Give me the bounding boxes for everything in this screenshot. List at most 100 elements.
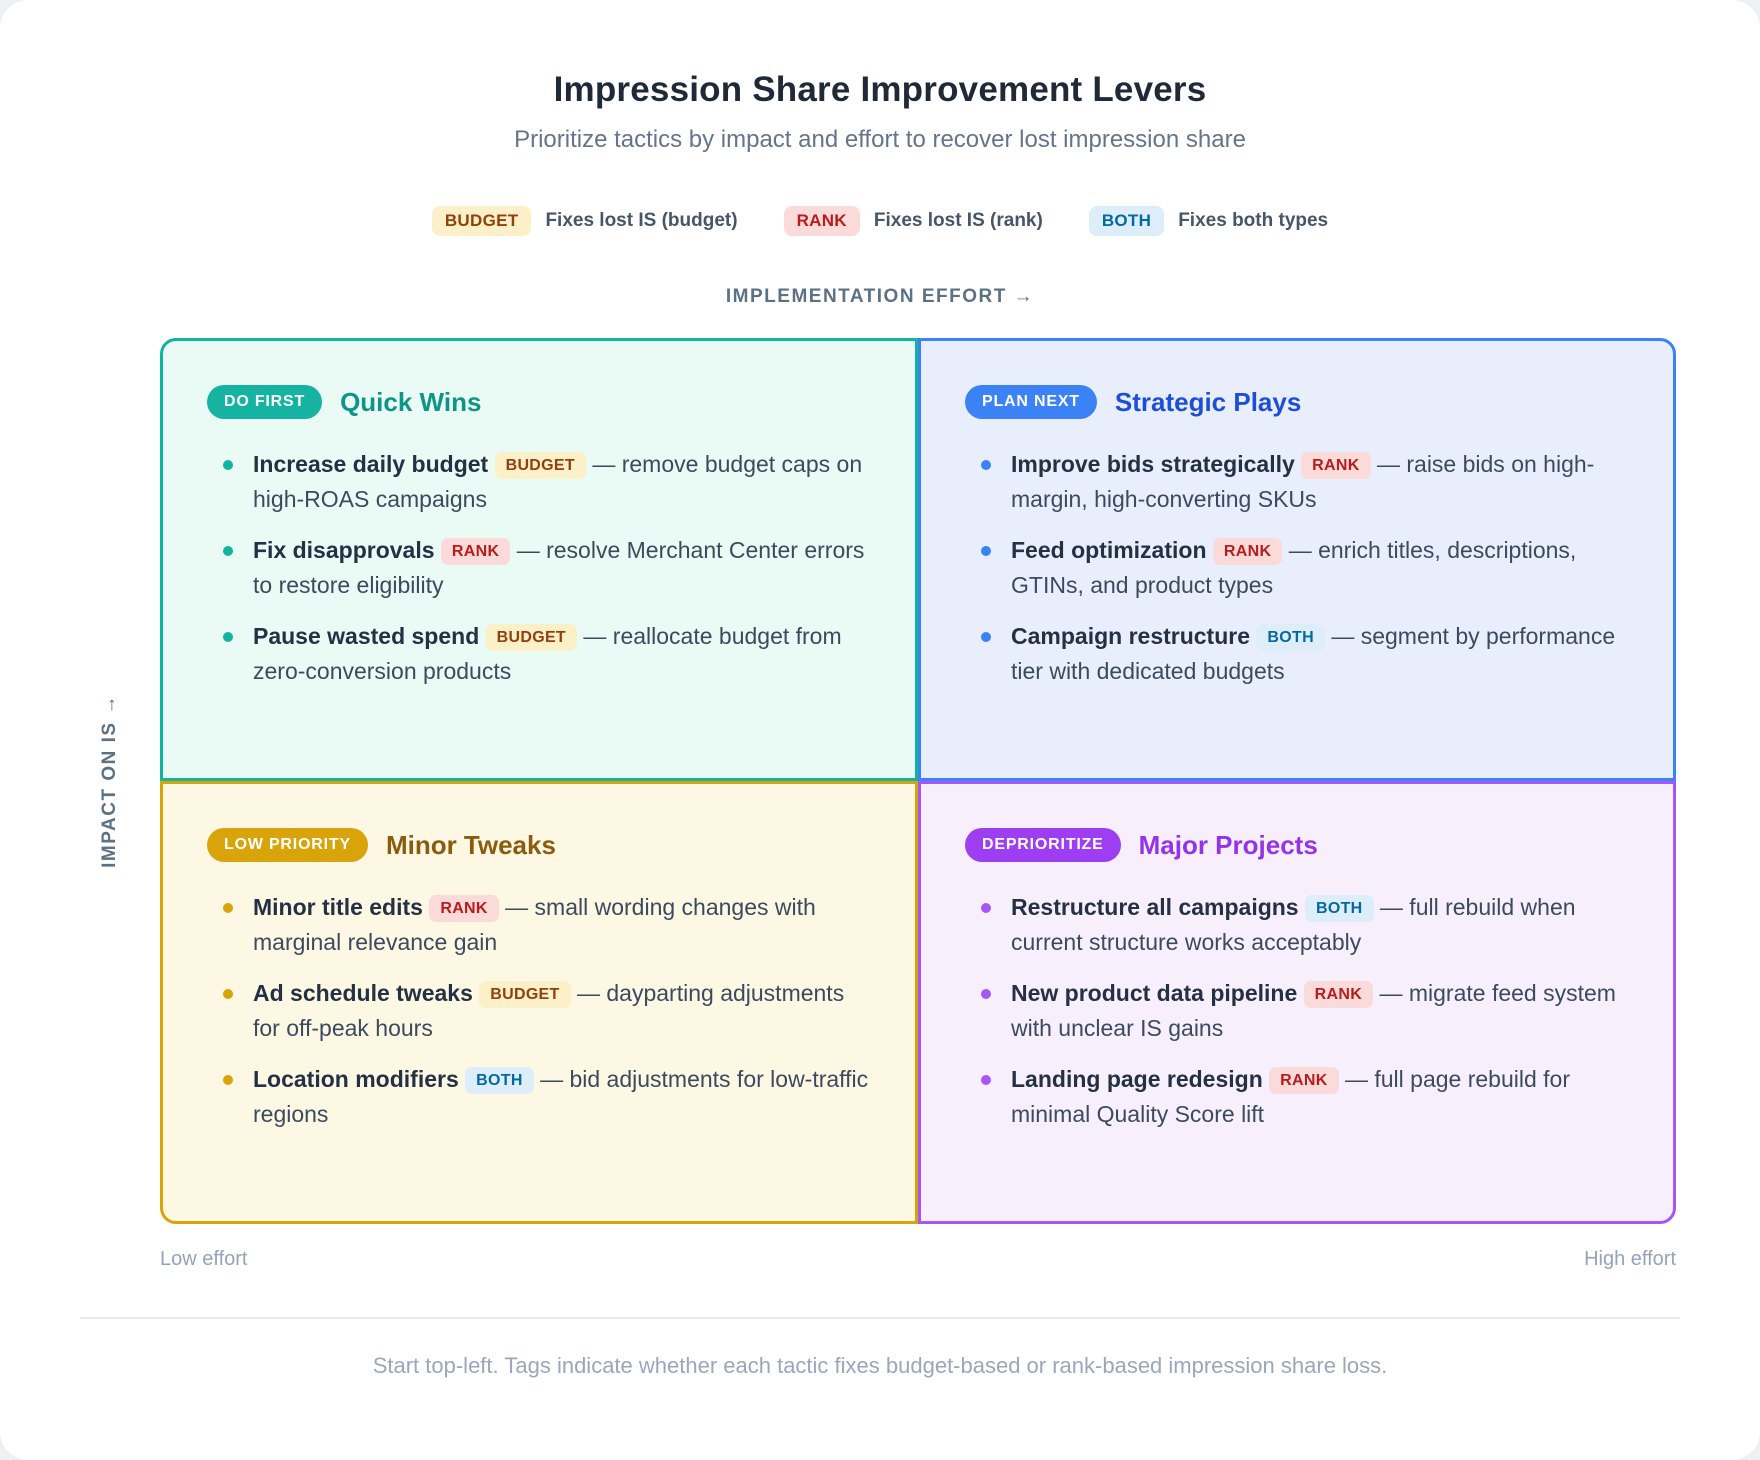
bullet-icon [223,902,233,913]
effort-axis-labels: Low effort High effort [160,1248,1676,1271]
header: Impression Share Improvement Levers Prio… [0,0,1760,154]
page-title: Impression Share Improvement Levers [553,70,1207,109]
quadrant-header: DEPRIORITIZE Major Projects [965,828,1629,862]
list-item: Increase daily budget BUDGET — remove bu… [207,447,871,517]
bullet-icon [223,631,233,642]
legend-item-budget: BUDGET Fixes lost IS (budget) [431,206,738,237]
list-item: Pause wasted spend BUDGET — reallocate b… [207,619,871,689]
quadrant-quick-wins: DO FIRST Quick Wins Increase daily budge… [160,338,918,782]
tactic-description: — enrich titles, descriptions, GTINs, an… [1011,536,1577,598]
list-item: Improve bids strategically RANK — raise … [965,447,1629,517]
both-tag: BOTH [1256,623,1325,652]
rank-tag: RANK [783,206,860,237]
quadrant-title: Major Projects [1138,829,1318,860]
budget-tag: BUDGET [479,980,571,1009]
budget-tag: BUDGET [494,451,586,480]
both-tag: BOTH [1088,206,1165,237]
tactic-description: — raise bids on high-margin, high-conver… [1011,450,1595,512]
tactic-description: — remove budget caps on high-ROAS campai… [253,450,863,512]
tactic-list: Restructure all campaigns BOTH — full re… [965,890,1629,1132]
plan-next-badge: PLAN NEXT [965,385,1097,419]
tactic-description: — segment by performance tier with dedic… [1011,622,1616,684]
legend: BUDGET Fixes lost IS (budget) RANK Fixes… [0,206,1760,237]
list-item: Location modifiers BOTH — bid adjustment… [207,1062,871,1132]
budget-tag: BUDGET [485,623,577,652]
page-subtitle: Prioritize tactics by impact and effort … [514,126,1246,153]
low-priority-badge: LOW PRIORITY [207,828,368,862]
bullet-icon [981,459,991,470]
legend-item-both: BOTH Fixes both types [1088,206,1329,237]
tactic-list: Minor title edits RANK — small wording c… [207,890,871,1132]
tactic-name: Feed optimization [1011,536,1207,563]
tactic-name: Landing page redesign [1011,1065,1263,1092]
list-item: Minor title edits RANK — small wording c… [207,890,871,960]
list-item: New product data pipeline RANK — migrate… [965,976,1629,1046]
tactic-description: — full rebuild when current structure wo… [1011,893,1576,955]
legend-label: Fixes lost IS (budget) [545,210,738,232]
list-item: Landing page redesign RANK — full page r… [965,1062,1629,1132]
footnote: Start top-left. Tags indicate whether ea… [372,1353,1388,1379]
tactic-description: — reallocate budget from zero-conversion… [253,622,842,684]
bullet-icon [981,988,991,999]
budget-tag: BUDGET [431,206,532,237]
bullet-icon [981,902,991,913]
matrix-section: IMPACT ON IS → DO FIRST Quick Wins Incre… [0,338,1760,1225]
legend-label: Fixes lost IS (rank) [873,210,1043,232]
tactic-name: Restructure all campaigns [1011,893,1299,920]
quadrant-header: LOW PRIORITY Minor Tweaks [207,828,871,862]
y-axis-label: IMPACT ON IS → [99,694,120,869]
list-item: Feed optimization RANK — enrich titles, … [965,533,1629,603]
tactic-list: Increase daily budget BUDGET — remove bu… [207,447,871,689]
both-tag: BOTH [1305,894,1374,923]
do-first-badge: DO FIRST [207,385,323,419]
tactic-name: Campaign restructure [1011,622,1251,649]
quadrant-title: Strategic Plays [1114,386,1302,417]
rank-tag: RANK [429,894,499,923]
tactic-name: Fix disapprovals [253,536,435,563]
tactic-description: — dayparting adjustments for off-peak ho… [253,979,845,1041]
tactic-description: — full page rebuild for minimal Quality … [1011,1065,1570,1127]
quadrant-title: Minor Tweaks [385,829,556,860]
quadrant-header: PLAN NEXT Strategic Plays [965,385,1629,419]
x-axis-label: IMPLEMENTATION EFFORT → [725,286,1035,308]
tactic-name: Increase daily budget [253,450,489,477]
list-item: Campaign restructure BOTH — segment by p… [965,619,1629,689]
tactic-name: Minor title edits [253,893,423,920]
bullet-icon [223,1074,233,1085]
bullet-icon [223,545,233,556]
tactic-name: Improve bids strategically [1011,450,1295,477]
list-item: Ad schedule tweaks BUDGET — dayparting a… [207,976,871,1046]
deprioritize-badge: DEPRIORITIZE [965,828,1121,862]
bullet-icon [223,459,233,470]
tactic-description: — migrate feed system with unclear IS ga… [1011,979,1616,1041]
legend-item-rank: RANK Fixes lost IS (rank) [783,206,1043,237]
bullet-icon [981,545,991,556]
legend-label: Fixes both types [1178,210,1329,232]
quadrant-major-projects: DEPRIORITIZE Major Projects Restructure … [918,781,1676,1225]
quadrant-title: Quick Wins [340,386,482,417]
tactic-description: — small wording changes with marginal re… [253,893,816,955]
quadrant-strategic-plays: PLAN NEXT Strategic Plays Improve bids s… [918,338,1676,782]
footer-divider [80,1317,1680,1320]
quadrant-header: DO FIRST Quick Wins [207,385,871,419]
rank-tag: RANK [1269,1066,1339,1095]
tactic-name: New product data pipeline [1011,979,1298,1006]
list-item: Fix disapprovals RANK — resolve Merchant… [207,533,871,603]
bullet-icon [981,1074,991,1085]
rank-tag: RANK [1301,451,1371,480]
rank-tag: RANK [440,537,511,566]
tactic-description: — bid adjustments for low-traffic region… [253,1065,869,1127]
tactic-name: Pause wasted spend [253,622,480,649]
list-item: Restructure all campaigns BOTH — full re… [965,890,1629,960]
bullet-icon [981,631,991,642]
rank-tag: RANK [1212,537,1283,566]
tactic-name: Location modifiers [253,1065,459,1092]
effort-impact-matrix: DO FIRST Quick Wins Increase daily budge… [160,338,1676,1225]
quadrant-minor-tweaks: LOW PRIORITY Minor Tweaks Minor title ed… [160,781,918,1225]
high-effort-label: High effort [1584,1248,1676,1271]
tactic-description: — resolve Merchant Center errors to rest… [253,536,865,598]
both-tag: BOTH [465,1066,534,1095]
bullet-icon [223,988,233,999]
tactic-list: Improve bids strategically RANK — raise … [965,447,1629,689]
